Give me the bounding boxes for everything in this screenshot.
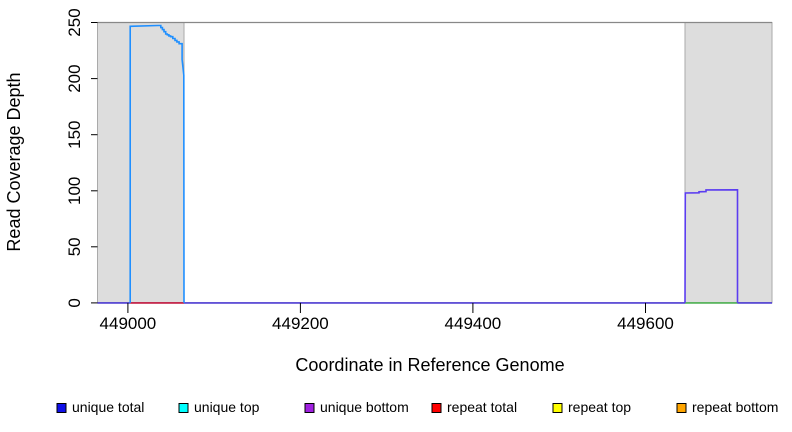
svg-text:repeat bottom: repeat bottom bbox=[692, 399, 778, 415]
svg-text:repeat top: repeat top bbox=[568, 399, 631, 415]
svg-text:200: 200 bbox=[65, 64, 84, 92]
svg-text:unique total: unique total bbox=[72, 399, 144, 415]
svg-text:unique bottom: unique bottom bbox=[320, 399, 409, 415]
svg-text:449200: 449200 bbox=[272, 314, 329, 333]
svg-text:449400: 449400 bbox=[445, 314, 502, 333]
svg-text:449600: 449600 bbox=[617, 314, 674, 333]
svg-text:unique top: unique top bbox=[194, 399, 260, 415]
svg-text:250: 250 bbox=[65, 8, 84, 36]
svg-text:150: 150 bbox=[65, 121, 84, 149]
svg-text:449000: 449000 bbox=[100, 314, 157, 333]
svg-text:0: 0 bbox=[65, 298, 84, 307]
svg-text:50: 50 bbox=[65, 237, 84, 256]
svg-text:Coordinate in Reference Genome: Coordinate in Reference Genome bbox=[295, 355, 564, 375]
svg-text:100: 100 bbox=[65, 177, 84, 205]
svg-text:Read Coverage Depth: Read Coverage Depth bbox=[4, 72, 24, 251]
svg-text:repeat total: repeat total bbox=[447, 399, 517, 415]
